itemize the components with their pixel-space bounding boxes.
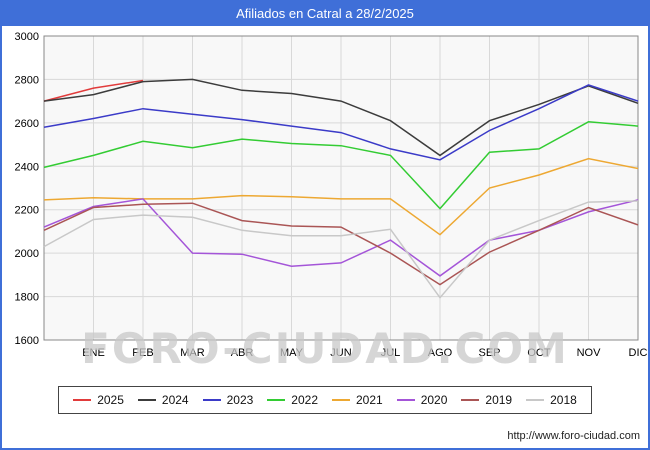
svg-text:SEP: SEP xyxy=(478,347,500,359)
svg-text:1600: 1600 xyxy=(15,335,39,347)
svg-text:FEB: FEB xyxy=(132,347,153,359)
svg-text:JUN: JUN xyxy=(330,347,351,359)
title-bar: Afiliados en Catral a 28/2/2025 xyxy=(2,2,648,26)
svg-text:MAR: MAR xyxy=(180,347,205,359)
svg-text:2600: 2600 xyxy=(15,118,39,130)
legend-label: 2023 xyxy=(226,393,254,407)
page-title: Afiliados en Catral a 28/2/2025 xyxy=(236,6,414,21)
svg-text:JUL: JUL xyxy=(381,347,401,359)
svg-text:2400: 2400 xyxy=(15,161,39,173)
legend-line-swatch xyxy=(137,399,156,401)
footer-link[interactable]: http://www.foro-ciudad.com xyxy=(507,430,640,442)
legend-line-swatch xyxy=(526,399,545,401)
chart-area: 1600 1800 2000 2200 2400 2600 2800 3000 ENE FEB MA… xyxy=(2,28,648,373)
legend-line-swatch xyxy=(73,399,92,401)
svg-text:AGO: AGO xyxy=(428,347,453,359)
svg-text:2800: 2800 xyxy=(15,74,39,86)
legend-row: 2025 2024 2023 2022 2021 2020 2019 2018 xyxy=(2,386,648,414)
legend-label: 2024 xyxy=(161,393,189,407)
legend-label: 2019 xyxy=(485,393,513,407)
legend-line-swatch xyxy=(332,399,350,401)
legend-item: 2025 xyxy=(73,393,124,407)
legend-label: 2022 xyxy=(291,393,318,407)
svg-text:MAY: MAY xyxy=(280,347,304,359)
svg-text:1800: 1800 xyxy=(15,292,39,304)
svg-text:NOV: NOV xyxy=(577,347,602,359)
legend-line-swatch xyxy=(202,399,221,401)
legend: 2025 2024 2023 2022 2021 2020 2019 2018 xyxy=(58,386,592,414)
svg-text:ABR: ABR xyxy=(231,347,254,359)
legend-item: 2023 xyxy=(202,393,254,407)
line-chart: 1600 1800 2000 2200 2400 2600 2800 3000 ENE FEB MA… xyxy=(15,31,648,359)
svg-text:OCT: OCT xyxy=(527,347,551,359)
legend-item: 2021 xyxy=(332,393,383,407)
footer: http://www.foro-ciudad.com xyxy=(507,430,640,442)
legend-line-swatch xyxy=(267,399,286,401)
legend-item: 2024 xyxy=(137,393,189,407)
svg-text:2200: 2200 xyxy=(15,205,39,217)
legend-item: 2018 xyxy=(526,393,577,407)
svg-text:2000: 2000 xyxy=(15,248,39,260)
legend-label: 2020 xyxy=(420,393,448,407)
legend-label: 2021 xyxy=(356,393,383,407)
legend-label: 2018 xyxy=(550,393,577,407)
svg-text:ENE: ENE xyxy=(82,347,105,359)
svg-text:3000: 3000 xyxy=(15,31,39,43)
svg-text:DIC: DIC xyxy=(629,347,648,359)
legend-line-swatch xyxy=(396,399,415,401)
legend-item: 2019 xyxy=(461,393,512,407)
legend-item: 2022 xyxy=(267,393,318,407)
legend-label: 2025 xyxy=(97,393,124,407)
legend-line-swatch xyxy=(461,399,480,401)
legend-item: 2020 xyxy=(396,393,448,407)
